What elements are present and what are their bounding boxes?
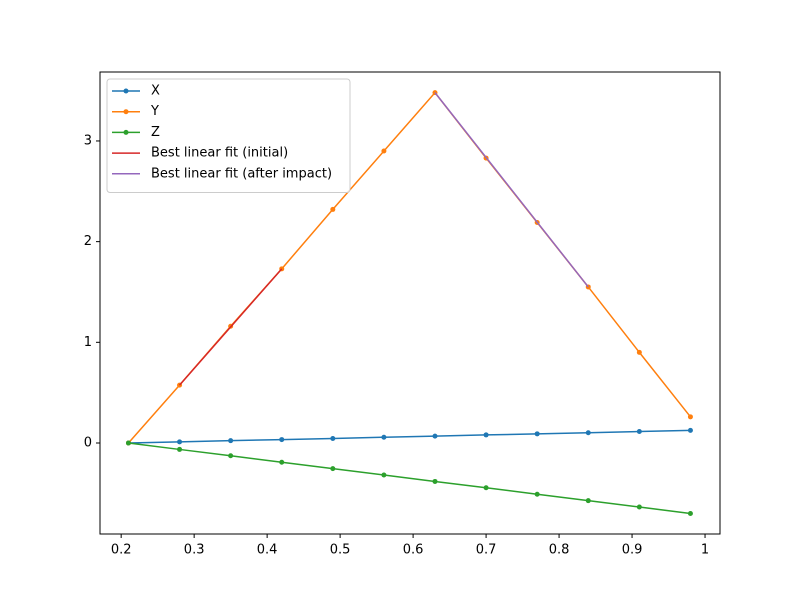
legend-label: Best linear fit (initial) bbox=[151, 146, 288, 161]
x-tick-label: 1 bbox=[701, 543, 709, 558]
data-point bbox=[381, 434, 387, 440]
legend-marker bbox=[123, 88, 129, 94]
plot-frame bbox=[99, 71, 721, 535]
data-point bbox=[687, 510, 693, 516]
legend-marker bbox=[123, 109, 129, 115]
legend-marker bbox=[123, 129, 129, 135]
data-point bbox=[636, 504, 642, 510]
data-point bbox=[330, 466, 336, 472]
data-point bbox=[483, 485, 489, 491]
x-tick-label: 0.7 bbox=[476, 543, 497, 558]
legend-label: X bbox=[151, 84, 160, 99]
data-point bbox=[636, 349, 642, 355]
series-line bbox=[178, 268, 283, 386]
data-point bbox=[279, 437, 285, 443]
legend-label: Z bbox=[151, 125, 160, 140]
x-tick-label: 0.5 bbox=[330, 543, 351, 558]
data-point bbox=[125, 440, 131, 446]
data-point bbox=[228, 453, 234, 459]
y-tick-label: 1 bbox=[84, 335, 92, 350]
y-tick-label: 3 bbox=[84, 133, 92, 148]
data-point bbox=[330, 435, 336, 441]
data-point bbox=[534, 491, 540, 497]
y-tick-label: 0 bbox=[84, 435, 92, 450]
data-point bbox=[585, 430, 591, 436]
series-line bbox=[128, 442, 691, 515]
legend-label: Y bbox=[150, 104, 159, 119]
data-point bbox=[381, 148, 387, 154]
x-tick-label: 0.6 bbox=[403, 543, 424, 558]
data-point bbox=[534, 431, 540, 437]
data-point bbox=[432, 433, 438, 439]
data-point bbox=[636, 429, 642, 435]
y-tick-label: 2 bbox=[84, 234, 92, 249]
data-point bbox=[177, 446, 183, 452]
data-point bbox=[381, 472, 387, 478]
data-point bbox=[687, 414, 693, 420]
x-tick-label: 0.3 bbox=[184, 543, 205, 558]
legend-label: Best linear fit (after impact) bbox=[151, 166, 332, 181]
data-point bbox=[228, 438, 234, 444]
x-tick-label: 0.4 bbox=[257, 543, 278, 558]
series-line bbox=[128, 429, 691, 444]
data-point bbox=[432, 478, 438, 484]
x-tick-label: 0.8 bbox=[549, 543, 570, 558]
data-point bbox=[585, 498, 591, 504]
x-tick-label: 0.2 bbox=[111, 543, 132, 558]
series-line bbox=[434, 92, 589, 288]
data-point bbox=[483, 432, 489, 438]
data-point bbox=[279, 459, 285, 465]
data-point bbox=[687, 427, 693, 433]
legend-box bbox=[106, 78, 351, 193]
data-point bbox=[330, 206, 336, 212]
x-tick-label: 0.9 bbox=[622, 543, 643, 558]
data-point bbox=[177, 439, 183, 445]
